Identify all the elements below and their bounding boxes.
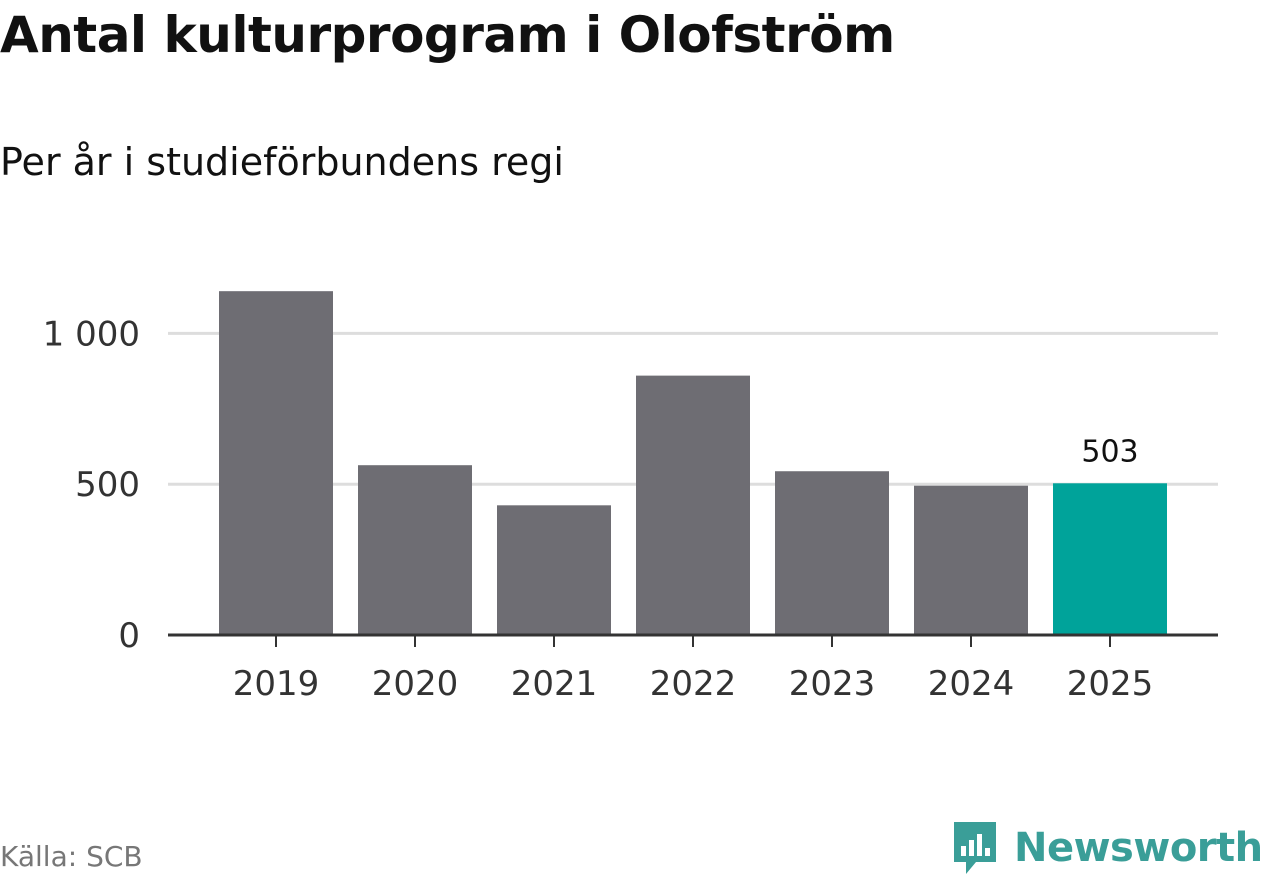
bar	[497, 505, 611, 635]
x-tick-label: 2024	[928, 664, 1015, 704]
bar	[775, 471, 889, 635]
x-tick-label: 2025	[1067, 664, 1154, 704]
bar	[358, 465, 472, 635]
x-tick-label: 2023	[789, 664, 876, 704]
y-tick-label: 0	[118, 616, 140, 656]
bar	[1053, 483, 1167, 635]
x-tick-label: 2019	[233, 664, 320, 704]
chart-title: Antal kulturprogram i Olofström	[0, 6, 895, 64]
brand-logo: Newsworthy	[950, 818, 1262, 878]
source-note: Källa: SCB	[0, 840, 143, 873]
x-tick-label: 2020	[372, 664, 459, 704]
brand-name: Newsworthy	[1014, 825, 1262, 871]
x-tick-label: 2022	[650, 664, 737, 704]
bar	[219, 291, 333, 635]
bar	[636, 375, 750, 635]
data-label: 503	[1081, 434, 1138, 469]
x-tick-label: 2021	[511, 664, 598, 704]
y-tick-label: 1 000	[43, 314, 140, 354]
bar	[914, 485, 1028, 635]
chart-subtitle: Per år i studieförbundens regi	[0, 140, 564, 184]
y-tick-label: 500	[75, 465, 140, 505]
newsworthy-logo-icon	[954, 822, 996, 874]
